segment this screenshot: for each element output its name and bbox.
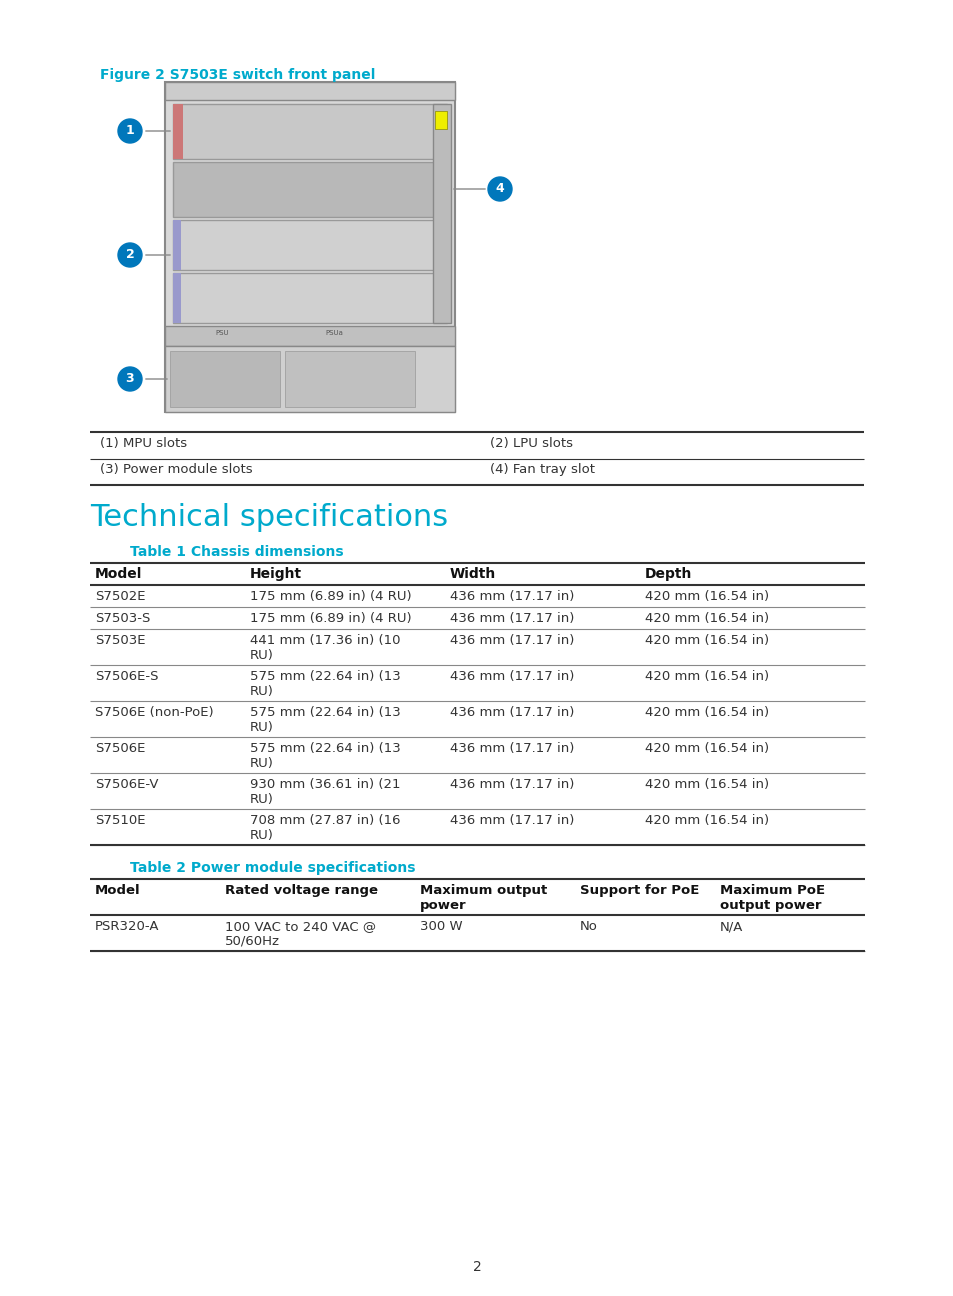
Circle shape [118,367,142,391]
Text: 2: 2 [126,249,134,262]
Text: S7506E: S7506E [95,743,145,756]
Text: (3) Power module slots: (3) Power module slots [100,463,253,476]
Bar [165,327,455,346]
Text: PSUa: PSUa [325,330,342,336]
Text: 3: 3 [126,372,134,385]
Text: (2) LPU slots: (2) LPU slots [490,437,573,450]
Text: 4: 4 [496,183,504,196]
Bar [172,220,181,270]
Text: 436 mm (17.17 in): 436 mm (17.17 in) [450,743,574,756]
Circle shape [118,244,142,267]
Text: Maximum output
power: Maximum output power [419,884,547,912]
Text: 420 mm (16.54 in): 420 mm (16.54 in) [644,612,768,625]
Bar [165,346,455,412]
Bar [285,351,415,407]
Text: Height: Height [250,568,302,581]
Text: 420 mm (16.54 in): 420 mm (16.54 in) [644,670,768,683]
Text: 436 mm (17.17 in): 436 mm (17.17 in) [450,778,574,791]
Circle shape [118,119,142,143]
Text: S7510E: S7510E [95,814,146,827]
Bar [435,111,447,130]
Text: 436 mm (17.17 in): 436 mm (17.17 in) [450,706,574,719]
Bar [172,273,447,323]
Text: 708 mm (27.87 in) (16
RU): 708 mm (27.87 in) (16 RU) [250,814,400,842]
Text: Maximum PoE
output power: Maximum PoE output power [720,884,824,912]
Text: Table 2 Power module specifications: Table 2 Power module specifications [130,861,416,875]
Text: 575 mm (22.64 in) (13
RU): 575 mm (22.64 in) (13 RU) [250,670,400,699]
Bar [172,220,447,270]
Text: Depth: Depth [644,568,692,581]
Text: Rated voltage range: Rated voltage range [225,884,377,897]
Text: 930 mm (36.61 in) (21
RU): 930 mm (36.61 in) (21 RU) [250,778,400,806]
Bar [436,104,447,159]
Text: 436 mm (17.17 in): 436 mm (17.17 in) [450,590,574,603]
Text: PSR320-A: PSR320-A [95,920,159,933]
Text: 420 mm (16.54 in): 420 mm (16.54 in) [644,743,768,756]
Circle shape [488,178,512,201]
Text: S7506E-V: S7506E-V [95,778,158,791]
Text: 300 W: 300 W [419,920,462,933]
Text: 420 mm (16.54 in): 420 mm (16.54 in) [644,634,768,647]
Text: 436 mm (17.17 in): 436 mm (17.17 in) [450,612,574,625]
Text: S7506E (non-PoE): S7506E (non-PoE) [95,706,213,719]
Text: Model: Model [95,568,142,581]
Text: Model: Model [95,884,140,897]
Bar [172,104,447,159]
Text: S7506E-S: S7506E-S [95,670,158,683]
Bar [438,273,447,323]
Text: S7502E: S7502E [95,590,146,603]
Text: S7503E: S7503E [95,634,146,647]
Text: 436 mm (17.17 in): 436 mm (17.17 in) [450,814,574,827]
Text: 441 mm (17.36 in) (10
RU): 441 mm (17.36 in) (10 RU) [250,634,400,662]
Text: 420 mm (16.54 in): 420 mm (16.54 in) [644,706,768,719]
Text: (4) Fan tray slot: (4) Fan tray slot [490,463,595,476]
Text: No: No [579,920,598,933]
Text: 436 mm (17.17 in): 436 mm (17.17 in) [450,634,574,647]
Text: 100 VAC to 240 VAC @
50/60Hz: 100 VAC to 240 VAC @ 50/60Hz [225,920,375,947]
Bar [165,82,455,100]
Text: 575 mm (22.64 in) (13
RU): 575 mm (22.64 in) (13 RU) [250,743,400,770]
Text: 420 mm (16.54 in): 420 mm (16.54 in) [644,814,768,827]
Text: 2: 2 [472,1260,481,1274]
Text: PSU: PSU [214,330,229,336]
Bar [170,351,280,407]
Text: Width: Width [450,568,496,581]
Text: 175 mm (6.89 in) (4 RU): 175 mm (6.89 in) (4 RU) [250,612,411,625]
Text: S7503-S: S7503-S [95,612,151,625]
Bar [433,104,451,323]
Text: Technical specifications: Technical specifications [90,503,448,531]
Text: 420 mm (16.54 in): 420 mm (16.54 in) [644,778,768,791]
Text: 436 mm (17.17 in): 436 mm (17.17 in) [450,670,574,683]
Text: 420 mm (16.54 in): 420 mm (16.54 in) [644,590,768,603]
Text: Figure 2 S7503E switch front panel: Figure 2 S7503E switch front panel [100,67,375,82]
Bar [172,162,447,216]
Bar [172,104,183,159]
Bar [172,273,181,323]
Text: N/A: N/A [720,920,742,933]
Text: Support for PoE: Support for PoE [579,884,699,897]
Text: 175 mm (6.89 in) (4 RU): 175 mm (6.89 in) (4 RU) [250,590,411,603]
Bar [438,220,447,270]
Text: 575 mm (22.64 in) (13
RU): 575 mm (22.64 in) (13 RU) [250,706,400,734]
Text: Table 1 Chassis dimensions: Table 1 Chassis dimensions [130,546,343,559]
Text: 1: 1 [126,124,134,137]
Text: (1) MPU slots: (1) MPU slots [100,437,187,450]
Bar [165,82,455,412]
